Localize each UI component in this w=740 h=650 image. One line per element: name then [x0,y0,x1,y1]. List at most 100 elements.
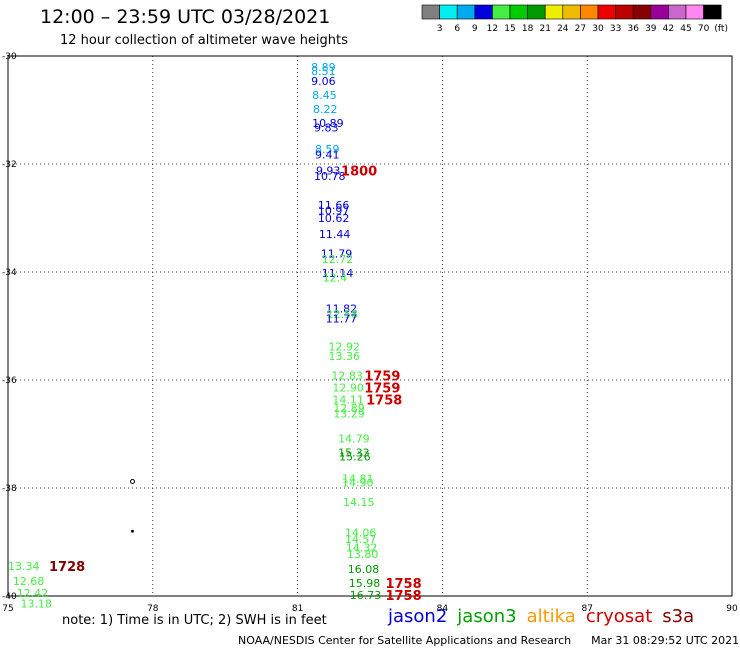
colorbar-swatch [597,4,616,20]
dot-marker [131,529,134,533]
colorbar-label: 30 [592,24,604,34]
swh-label: 14.79 [338,432,370,445]
swh-label: 9.06 [311,75,336,88]
swh-label: 8.51 [311,65,336,78]
y-tick-label: -36 [2,376,17,386]
swh-label: 15.26 [339,451,371,464]
swh-label: 9.83 [314,121,339,134]
swh-label: 11.79 [321,248,353,261]
satellite-legend: jason2 jason3 altika cryosat s3a [388,606,704,627]
swh-label: 14.81 [342,472,374,485]
swh-label: 14.90 [342,477,374,490]
y-tick-label: -38 [2,484,17,494]
swh-label: 8.22 [313,103,338,116]
swh-label: 12.42 [17,587,49,600]
x-tick-label: 78 [147,604,159,614]
swh-label: 9.41 [315,148,340,161]
colorbar-label: 6 [454,24,460,34]
time-label: 1758 [385,589,421,604]
satellite-legend-cryosat: cryosat [585,606,653,627]
swh-label: 16.73 [350,589,382,602]
swh-label: 14.15 [343,496,375,509]
x-tick-label: 84 [437,604,449,614]
colorbar-swatch [492,4,511,20]
swh-label: 12.68 [13,575,45,588]
colorbar-label: (ft) [714,24,728,34]
colorbar: 3 6 9 12 15 18 21 24 27 30 33 36 39 42 45 70 (ft) [421,4,728,34]
colorbar-label: 42 [663,24,674,34]
colorbar-label: 3 [437,24,443,34]
colorbar-label: 70 [698,24,710,34]
colorbar-label: 36 [627,24,639,34]
ring-marker [130,479,136,485]
colorbar-label: 39 [645,24,657,34]
colorbar-swatch [544,4,564,20]
units-note: note: 1) Time is in UTC; 2) SWH is in fe… [62,613,327,628]
swh-label: 10.62 [318,212,350,225]
swh-label: 11.14 [322,267,354,280]
satellite-legend-s3a: s3a [662,606,695,627]
colorbar-swatch [421,4,440,20]
footer: NOAA/NESDIS Center for Satellite Applica… [238,634,740,647]
swh-label: 11.77 [326,312,358,325]
colorbar-label: 45 [680,24,691,34]
swh-label: 8.59 [315,143,340,156]
colorbar-swatch [562,4,581,20]
swh-label: 13.29 [333,407,365,420]
colorbar-label: 9 [472,24,478,34]
colorbar-label: 33 [610,24,621,34]
swh-label: 12.92 [328,341,360,354]
satellite-legend-jason2: jason2 [388,606,448,627]
swh-label: 12.72 [322,253,354,266]
y-tick-label: -34 [2,268,17,278]
chart-subtitle: 12 hour collection of altimeter wave hei… [60,33,348,48]
colorbar-label: 27 [575,24,586,34]
swh-label: 14.06 [345,526,377,539]
swh-label: 11.66 [318,199,350,212]
satellite-legend-jason3: jason3 [457,606,517,627]
plot-frame [7,55,733,597]
colorbar-label: 21 [539,24,550,34]
swh-label: 14.32 [346,541,378,554]
time-label: 1758 [385,577,421,592]
x-tick-label: 81 [292,604,303,614]
colorbar-swatch [439,4,458,20]
x-tick-label: 75 [2,604,13,614]
swh-label: 11.44 [319,228,351,241]
colorbar-swatch [632,4,652,20]
x-tick-label: 90 [726,604,738,614]
colorbar-swatch [685,4,704,20]
colorbar-swatch [650,4,669,20]
y-tick-label: -32 [2,160,17,170]
swh-label: 10.89 [312,117,344,130]
time-label: 1728 [49,560,85,575]
swh-label: 12.58 [327,308,359,321]
colorbar-swatch [456,4,476,20]
swh-label: 10.97 [318,204,350,217]
colorbar-label: 12 [487,24,498,34]
swh-label: 15.33 [338,446,370,459]
colorbar-label: 15 [504,24,515,34]
time-label: 1800 [341,164,377,179]
swh-label: 11.82 [326,303,358,316]
colorbar-label: 18 [522,24,534,34]
colorbar-swatch [580,4,599,20]
axis-ticks: 75 78 81 84 87 90 -30 -32 -34 -36 -38 -40 [2,52,738,614]
swh-label: 13.36 [328,350,360,363]
colorbar-swatch [509,4,528,20]
swh-label: 12.89 [333,402,365,415]
swh-label: 16.08 [348,563,380,576]
swh-label: 13.18 [21,598,52,611]
swh-label: 8.45 [312,89,337,102]
chart-title: 12:00 – 23:59 UTC 03/28/2021 [40,6,331,28]
y-tick-label: -40 [2,592,17,602]
time-label: 1758 [366,393,402,408]
swh-label: 14.11 [332,393,364,406]
x-tick-label: 87 [581,604,592,614]
colorbar-swatch [668,4,687,20]
colorbar-label: 24 [557,24,569,34]
swh-label: 8.89 [311,61,336,74]
colorbar-swatch [527,4,546,20]
